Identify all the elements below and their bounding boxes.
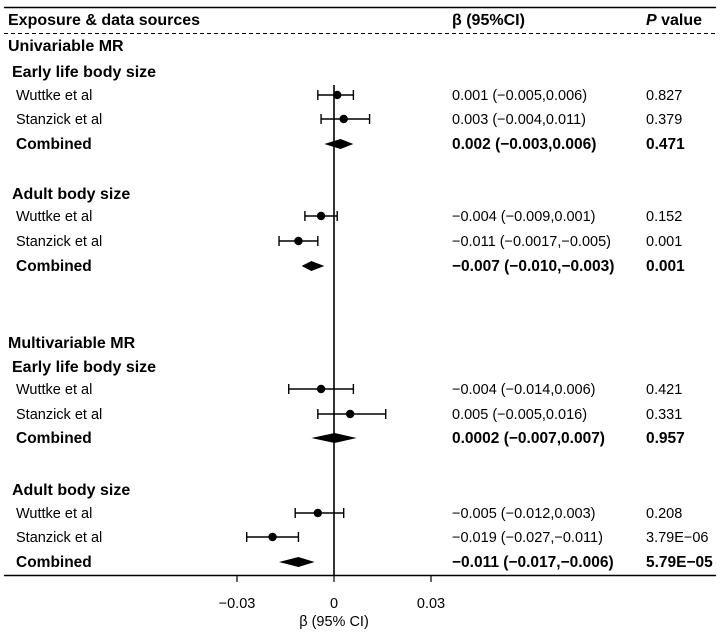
x-tick-label: 0.03 — [417, 596, 445, 612]
ci-text: −0.019 (−0.027,−0.011) — [452, 530, 603, 546]
point-estimate — [268, 532, 277, 542]
combined-diamond — [279, 557, 315, 567]
ci-text: −0.011 (−0.017,−0.006) — [452, 554, 614, 571]
combined-label: Combined — [16, 554, 92, 571]
header-beta: β (95%CI) — [452, 12, 525, 29]
row-labels: Univariable MR Early life body size Wuttke… — [8, 38, 713, 571]
point-estimate — [316, 211, 326, 221]
combined-label: Combined — [16, 430, 92, 447]
header-p-value: P value — [646, 12, 702, 29]
study-label: Stanzick et al — [16, 407, 102, 423]
group-label: Adult body size — [12, 186, 130, 203]
p-value: 0.471 — [646, 136, 685, 153]
study-label: Wuttke et al — [16, 382, 92, 398]
x-axis: −0.03 0 0.03 — [219, 576, 445, 612]
group-label: Adult body size — [12, 482, 130, 499]
study-label: Stanzick et al — [16, 112, 102, 128]
point-estimate — [313, 508, 323, 518]
p-value: 0.001 — [646, 234, 682, 250]
ci-text: −0.007 (−0.010,−0.003) — [452, 258, 614, 275]
x-axis-label: β (95% CI) — [299, 614, 369, 630]
ci-text: 0.005 (−0.005,0.016) — [452, 407, 587, 423]
study-label: Wuttke et al — [16, 88, 92, 104]
p-value: 0.421 — [646, 382, 682, 398]
p-value: 0.957 — [646, 430, 685, 447]
point-estimate — [339, 114, 348, 124]
p-value: 5.79E−05 — [646, 554, 713, 571]
point-estimate — [333, 90, 342, 100]
study-label: Wuttke et al — [16, 506, 92, 522]
section-label: Multivariable MR — [8, 335, 136, 352]
p-value: 0.152 — [646, 209, 682, 225]
study-label: Wuttke et al — [16, 209, 92, 225]
ci-text: −0.004 (−0.014,0.006) — [452, 382, 596, 398]
p-value: 0.827 — [646, 88, 682, 104]
p-value: 0.001 — [646, 258, 685, 275]
p-value: 0.379 — [646, 112, 682, 128]
ci-text: 0.0002 (−0.007,0.007) — [452, 430, 605, 447]
p-value: 3.79E−06 — [646, 530, 709, 546]
header-p-italic: P — [646, 12, 657, 29]
combined-label: Combined — [16, 136, 92, 153]
p-value: 0.331 — [646, 407, 682, 423]
combined-diamond — [301, 261, 325, 271]
x-tick-label: −0.03 — [219, 596, 256, 612]
point-estimate — [294, 236, 303, 246]
x-tick-label: 0 — [330, 596, 338, 612]
group-label: Early life body size — [12, 359, 156, 376]
ci-text: 0.003 (−0.004,0.011) — [452, 112, 586, 128]
ci-text: −0.004 (−0.009,0.001) — [452, 209, 596, 225]
p-value: 0.208 — [646, 506, 682, 522]
header-p-rest: value — [657, 12, 702, 29]
point-estimate — [316, 384, 326, 394]
ci-text: 0.001 (−0.005,0.006) — [452, 88, 587, 104]
ci-text: 0.002 (−0.003,0.006) — [452, 136, 596, 153]
study-label: Stanzick et al — [16, 530, 102, 546]
row-marks — [245, 85, 387, 576]
combined-label: Combined — [16, 258, 92, 275]
group-label: Early life body size — [12, 64, 156, 81]
section-label: Univariable MR — [8, 38, 124, 55]
combined-diamond — [324, 139, 354, 149]
ci-text: −0.005 (−0.012,0.003) — [452, 506, 596, 522]
study-label: Stanzick et al — [16, 234, 102, 250]
point-estimate — [345, 409, 355, 419]
ci-text: −0.011 (−0.0017,−0.005) — [452, 234, 611, 250]
header-exposure: Exposure & data sources — [8, 12, 200, 29]
